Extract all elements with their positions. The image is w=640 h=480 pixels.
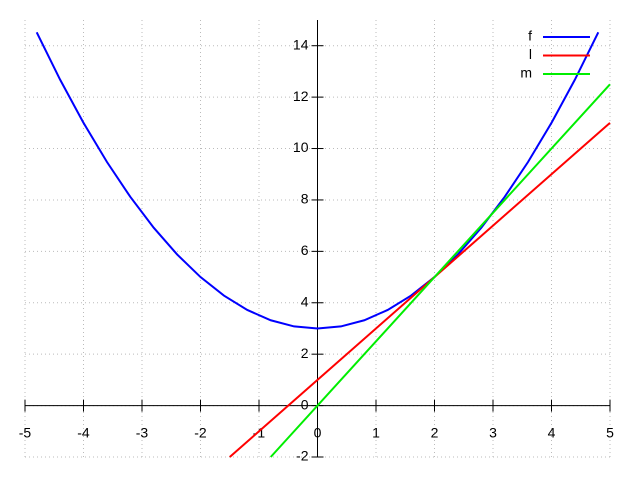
x-tick-label: -4 (77, 424, 90, 440)
y-tick-label: 8 (301, 191, 309, 207)
x-tick-label: 0 (314, 424, 322, 440)
legend-label: f (528, 28, 532, 44)
series-line (269, 83, 611, 458)
y-tick-label: -2 (296, 448, 309, 464)
x-tick-label: 2 (431, 424, 439, 440)
x-tick-label: 1 (372, 424, 380, 440)
y-tick-label: 6 (301, 242, 309, 258)
legend-label: l (529, 46, 532, 62)
x-tick-label: 3 (489, 424, 497, 440)
y-tick-label: 4 (301, 293, 309, 309)
x-tick-label: -2 (194, 424, 207, 440)
x-tick-label: 5 (606, 424, 614, 440)
y-tick-label: 14 (293, 36, 309, 52)
series-line (35, 31, 600, 330)
x-tick-label: -3 (136, 424, 149, 440)
series-line (229, 122, 611, 458)
x-tick-label: -5 (19, 424, 32, 440)
legend-label: m (520, 65, 532, 81)
y-tick-label: 0 (301, 396, 309, 412)
y-tick-label: 2 (301, 345, 309, 361)
y-tick-label: 12 (293, 88, 309, 104)
x-tick-label: 4 (548, 424, 556, 440)
y-tick-label: 10 (293, 139, 309, 155)
